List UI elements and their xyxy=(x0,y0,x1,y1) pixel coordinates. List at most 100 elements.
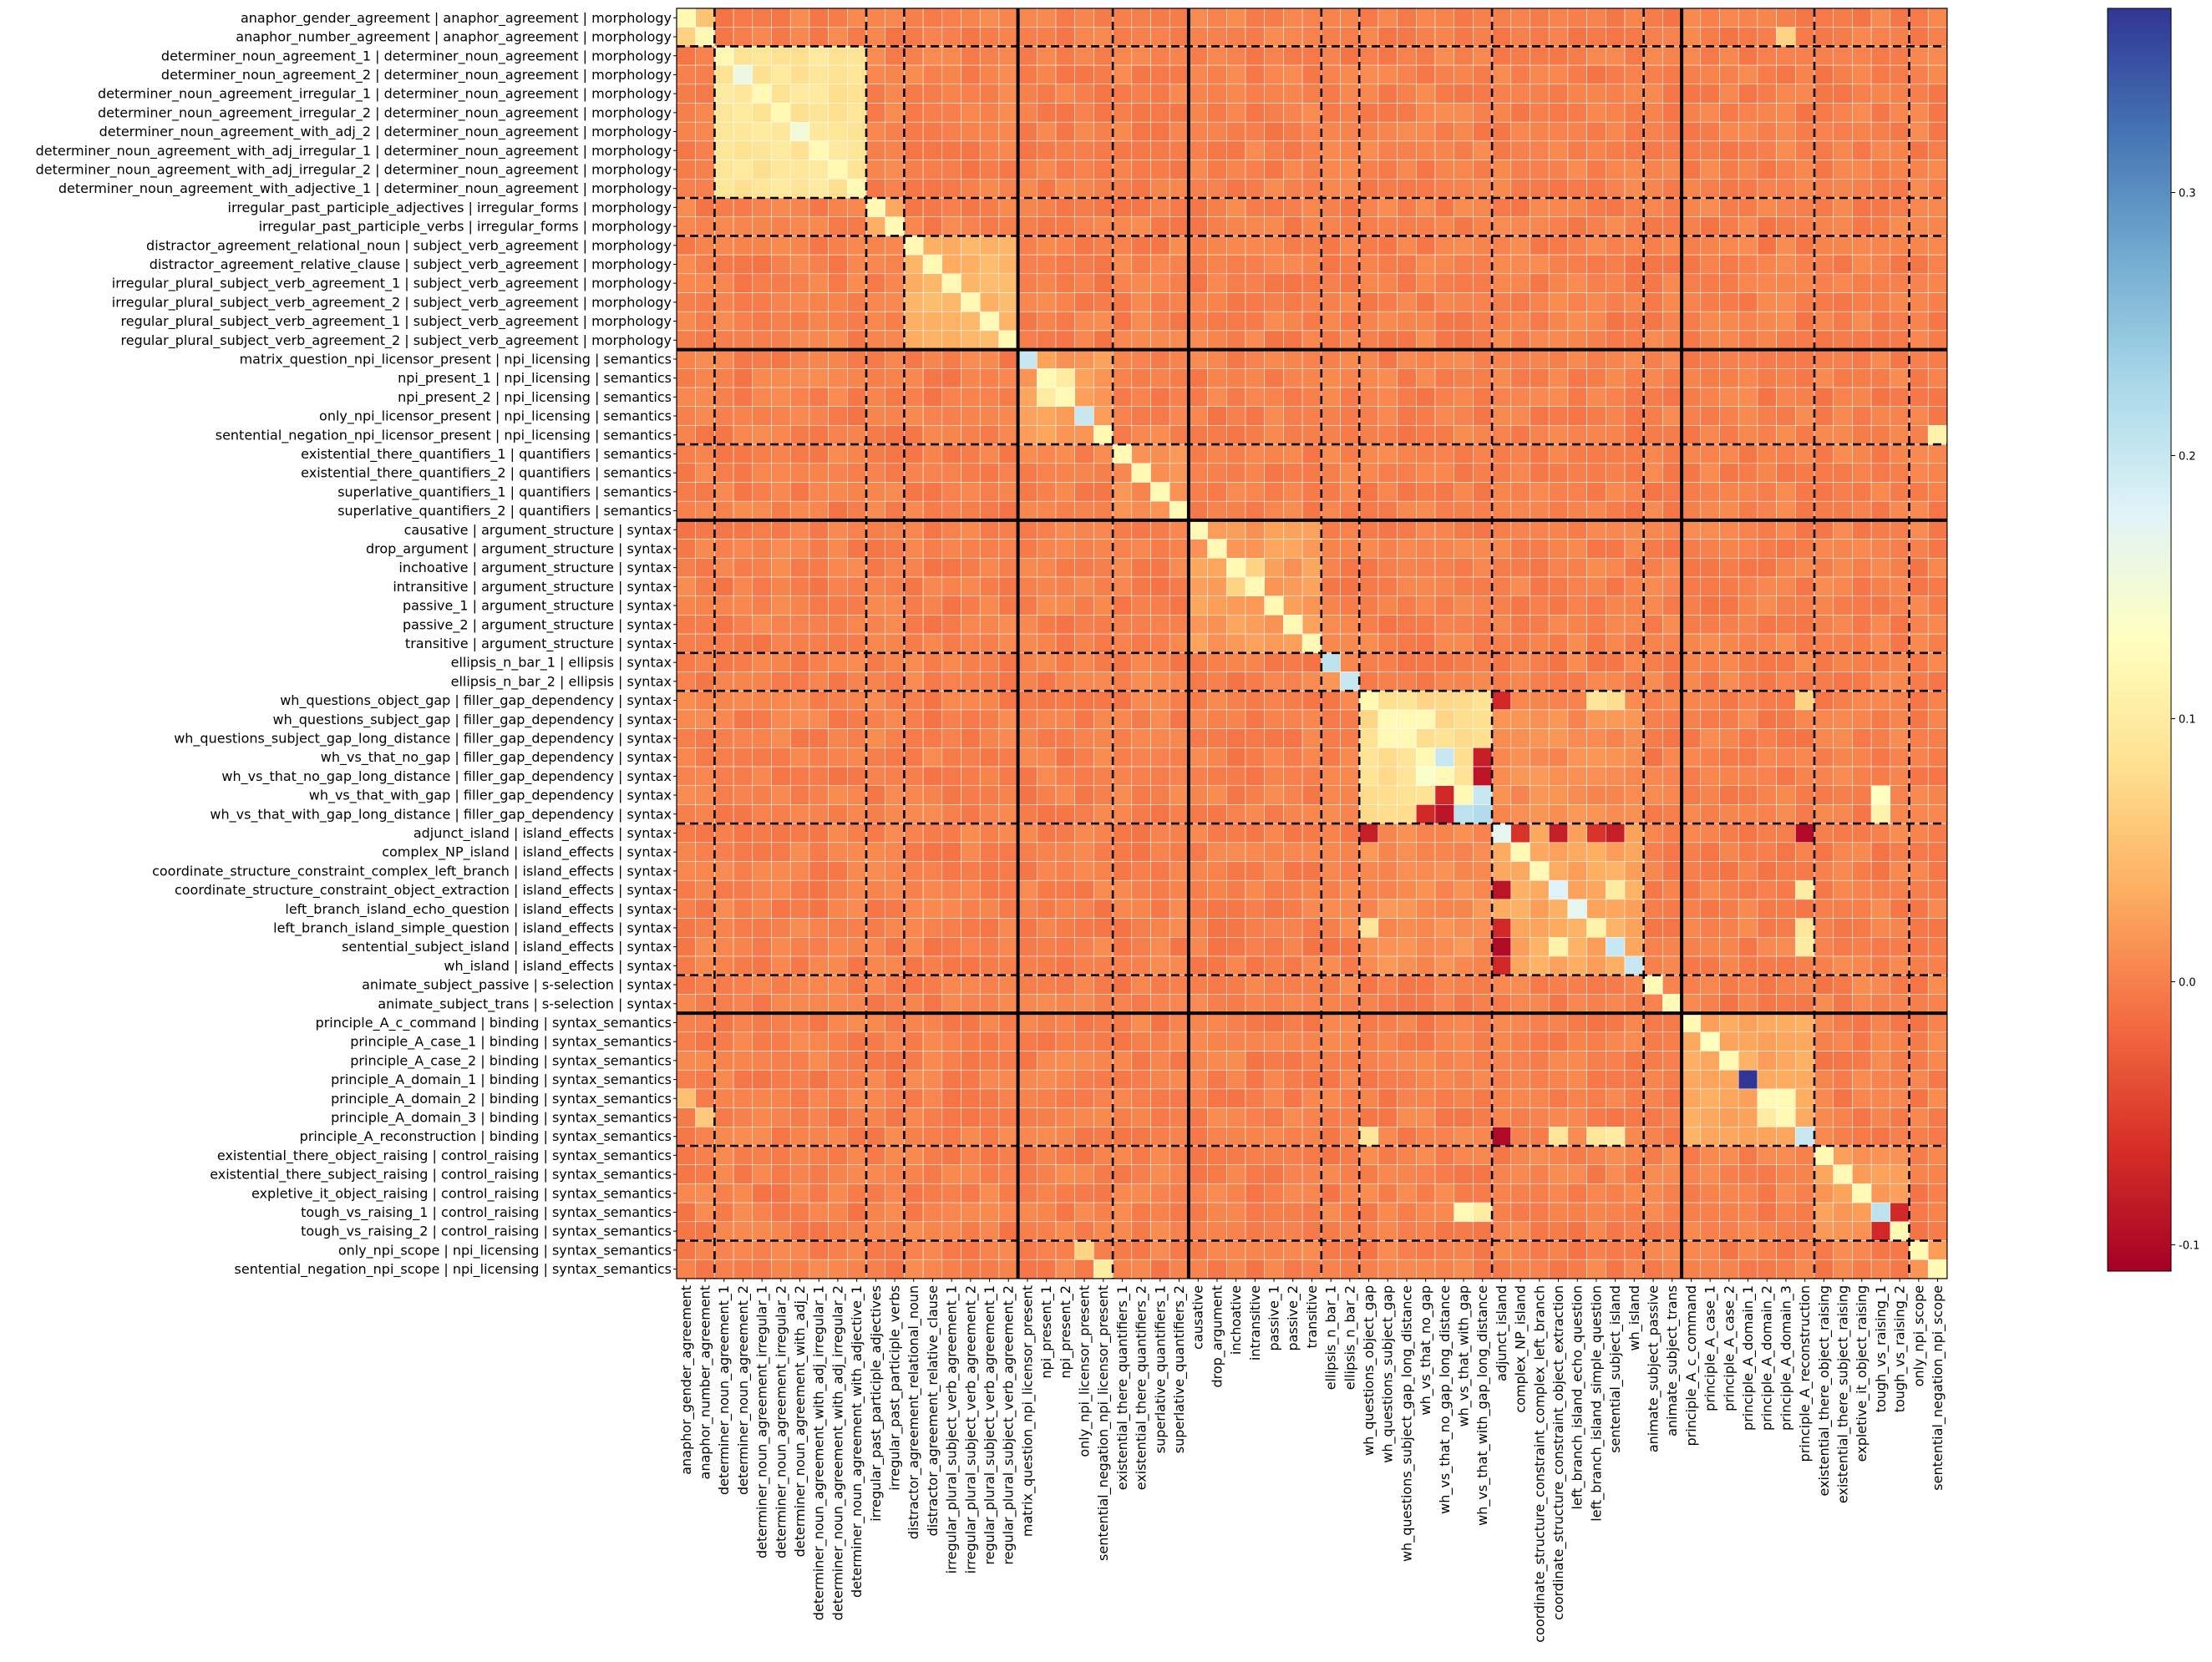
heatmap-cell xyxy=(979,179,1000,199)
heatmap-cell xyxy=(1017,349,1038,369)
heatmap-cell xyxy=(676,861,696,881)
heatmap-cell xyxy=(771,1127,791,1147)
heatmap-cell xyxy=(1643,1202,1663,1223)
heatmap-cell xyxy=(1700,690,1720,711)
heatmap-cell xyxy=(1795,1202,1815,1223)
heatmap-cell xyxy=(1150,463,1170,483)
heatmap-cell xyxy=(1188,633,1208,654)
heatmap-cell xyxy=(1055,671,1075,692)
heatmap-cell xyxy=(809,823,829,844)
heatmap-cell xyxy=(1112,539,1133,559)
heatmap-cell xyxy=(1169,368,1190,388)
heatmap-cell xyxy=(1055,27,1075,47)
heatmap-cell xyxy=(1852,387,1872,407)
heatmap-cell xyxy=(733,64,753,85)
heatmap-cell xyxy=(961,8,981,28)
heatmap-cell xyxy=(1776,1240,1796,1260)
heatmap-cell xyxy=(885,879,905,900)
heatmap-cell xyxy=(1454,690,1474,711)
heatmap-cell xyxy=(1852,64,1872,85)
heatmap-cell xyxy=(1548,140,1569,160)
heatmap-cell xyxy=(979,311,1000,332)
heatmap-cell xyxy=(714,519,734,540)
heatmap-cell xyxy=(828,615,848,635)
heatmap-cell xyxy=(1112,84,1133,104)
heatmap-cell xyxy=(941,1012,961,1033)
heatmap-cell xyxy=(1776,406,1796,426)
heatmap-cell xyxy=(1643,121,1663,142)
heatmap-cell xyxy=(1321,1127,1341,1147)
heatmap-cell xyxy=(1150,1127,1170,1147)
heatmap-cell xyxy=(885,482,905,502)
heatmap-cell xyxy=(1795,236,1815,256)
heatmap-cell xyxy=(885,671,905,692)
heatmap-cell xyxy=(1738,1221,1758,1241)
heatmap-cell xyxy=(1662,519,1682,540)
heatmap-cell xyxy=(771,899,791,919)
heatmap-cell xyxy=(1416,918,1436,938)
heatmap-cell xyxy=(1358,27,1379,47)
heatmap-cell xyxy=(885,937,905,957)
heatmap-cell xyxy=(904,576,924,596)
heatmap-cell xyxy=(1927,216,1948,236)
heatmap-cell xyxy=(865,121,885,142)
heatmap-cell xyxy=(695,823,715,844)
row-label: distractor_agreement_relational_noun | s… xyxy=(146,237,672,254)
heatmap-cell xyxy=(1662,633,1682,654)
heatmap-cell xyxy=(1321,1259,1341,1279)
heatmap-cell xyxy=(1074,690,1094,711)
heatmap-cell xyxy=(922,690,943,711)
heatmap-cell xyxy=(1150,236,1170,256)
heatmap-cell xyxy=(1852,46,1872,66)
heatmap-cell xyxy=(752,8,772,28)
heatmap-cell xyxy=(1510,292,1530,312)
heatmap-cell xyxy=(1795,273,1815,293)
heatmap-cell xyxy=(1264,443,1284,464)
heatmap-cell xyxy=(1909,406,1929,426)
heatmap-cell xyxy=(1662,576,1682,596)
heatmap-cell xyxy=(1169,311,1190,332)
heatmap-cell xyxy=(1757,121,1777,142)
heatmap-cell xyxy=(1093,1031,1114,1051)
heatmap-cell xyxy=(941,1051,961,1071)
heatmap-cell xyxy=(1606,747,1626,768)
heatmap-cell xyxy=(1795,443,1815,464)
heatmap-cell xyxy=(1909,463,1929,483)
heatmap-cell xyxy=(1112,160,1133,180)
heatmap-cell xyxy=(1530,842,1550,862)
heatmap-cell xyxy=(676,330,696,350)
heatmap-cell xyxy=(1112,216,1133,236)
heatmap-cell xyxy=(789,46,810,66)
heatmap-cell xyxy=(752,64,772,85)
heatmap-cell xyxy=(1037,879,1057,900)
heatmap-cell xyxy=(1055,823,1075,844)
heatmap-cell xyxy=(771,1221,791,1241)
heatmap-cell xyxy=(752,1240,772,1260)
heatmap-cell xyxy=(1017,311,1038,332)
heatmap-cell xyxy=(1757,273,1777,293)
heatmap-cell xyxy=(1624,747,1644,768)
heatmap-cell xyxy=(1226,1183,1246,1203)
heatmap-cell xyxy=(1074,519,1094,540)
heatmap-cell xyxy=(1909,27,1929,47)
heatmap-cell xyxy=(1226,236,1246,256)
heatmap-cell xyxy=(847,975,867,995)
heatmap-cell xyxy=(1795,1259,1815,1279)
heatmap-cell xyxy=(904,975,924,995)
heatmap-cell xyxy=(1814,1012,1834,1033)
heatmap-cell xyxy=(1264,27,1284,47)
heatmap-cell xyxy=(1150,804,1170,824)
heatmap-cell xyxy=(1207,292,1227,312)
heatmap-cell xyxy=(1150,955,1170,975)
heatmap-cell xyxy=(1358,899,1379,919)
heatmap-cell xyxy=(1416,64,1436,85)
heatmap-cell xyxy=(1245,1183,1265,1203)
heatmap-cell xyxy=(1245,709,1265,729)
heatmap-cell xyxy=(1738,1164,1758,1184)
heatmap-cell xyxy=(1567,236,1587,256)
heatmap-cell xyxy=(1207,1183,1227,1203)
heatmap-cell xyxy=(979,425,1000,445)
heatmap-cell xyxy=(941,349,961,369)
heatmap-cell xyxy=(1510,842,1530,862)
heatmap-cell xyxy=(1416,975,1436,995)
